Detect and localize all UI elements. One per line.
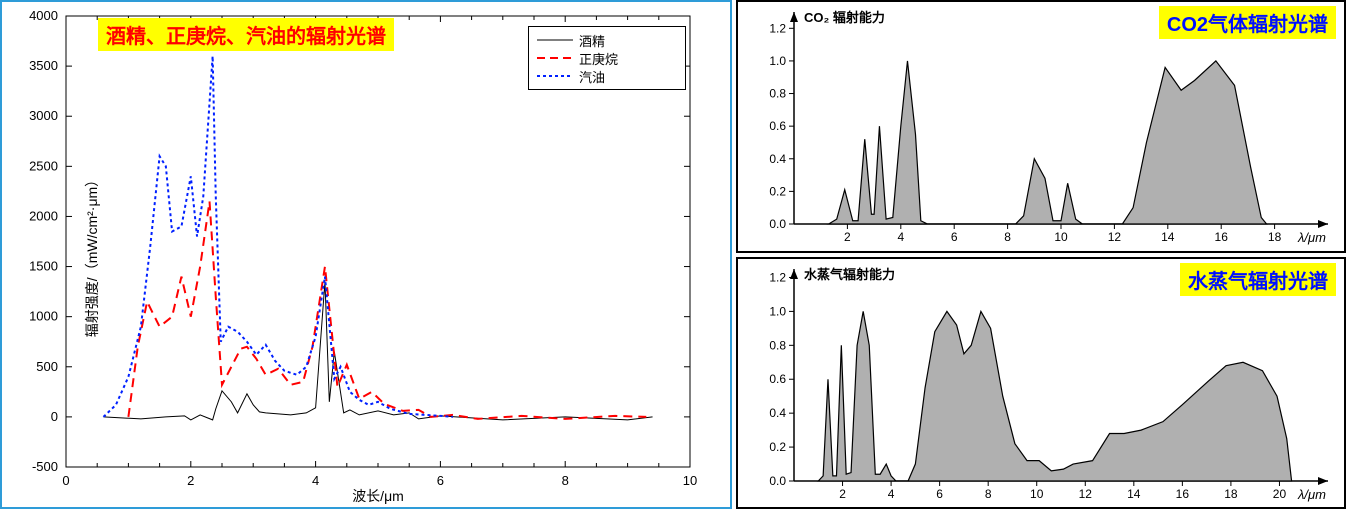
- svg-text:波长/μm: 波长/μm: [352, 488, 404, 504]
- fuel-chart-title: 酒精、正庚烷、汽油的辐射光谱: [98, 18, 394, 51]
- svg-text:4: 4: [312, 473, 319, 488]
- svg-text:14: 14: [1127, 487, 1141, 501]
- co2-chart-svg: CO₂ 辐射能力 2 4 6 8 10 12 14 16 18 0.0 0.2 0.4 0.6 0.8 1.0…: [738, 2, 1344, 250]
- svg-text:1500: 1500: [29, 259, 58, 274]
- svg-text:1.0: 1.0: [769, 54, 786, 68]
- svg-text:0.4: 0.4: [769, 406, 786, 420]
- svg-text:λ/μm: λ/μm: [1297, 230, 1326, 245]
- svg-text:18: 18: [1268, 230, 1282, 244]
- svg-text:4: 4: [888, 487, 895, 501]
- svg-text:6: 6: [951, 230, 958, 244]
- svg-text:2: 2: [187, 473, 194, 488]
- svg-text:0.2: 0.2: [769, 184, 786, 198]
- svg-text:2: 2: [844, 230, 851, 244]
- svg-text:4: 4: [897, 230, 904, 244]
- co2-spectrum-chart: CO2气体辐射光谱 CO₂ 辐射能力 2 4 6 8 10 12 14 16 18 0.0 0.2 0.…: [736, 0, 1346, 253]
- svg-text:0.6: 0.6: [769, 372, 786, 386]
- svg-text:10: 10: [683, 473, 697, 488]
- svg-text:6: 6: [437, 473, 444, 488]
- legend-item: 汽油: [537, 67, 677, 85]
- svg-text:3500: 3500: [29, 58, 58, 73]
- h2o-chart-svg: 水蒸气辐射能力 2 4 6 8 10 12 14 16 18 20 0.0 0.2 0.4 0.6 0.8 1.…: [738, 259, 1344, 507]
- svg-text:2: 2: [839, 487, 846, 501]
- svg-text:0.8: 0.8: [769, 338, 786, 352]
- svg-text:8: 8: [985, 487, 992, 501]
- svg-text:10: 10: [1054, 230, 1068, 244]
- svg-text:18: 18: [1224, 487, 1238, 501]
- h2o-chart-title: 水蒸气辐射光谱: [1180, 263, 1336, 296]
- svg-text:4000: 4000: [29, 8, 58, 23]
- svg-text:0.0: 0.0: [769, 217, 786, 231]
- svg-text:水蒸气辐射能力: 水蒸气辐射能力: [804, 267, 895, 282]
- svg-text:0.0: 0.0: [769, 474, 786, 488]
- svg-text:0.4: 0.4: [769, 152, 786, 166]
- svg-text:10: 10: [1030, 487, 1044, 501]
- y-axis-label: 辐射强度/（mW/cm²·μm）: [82, 172, 102, 336]
- svg-text:8: 8: [562, 473, 569, 488]
- h2o-spectrum-chart: 水蒸气辐射光谱 水蒸气辐射能力 2 4 6 8 10 12 14 16 18 20 0.0 0.2 0.4…: [736, 257, 1346, 510]
- svg-text:20: 20: [1273, 487, 1287, 501]
- svg-text:3000: 3000: [29, 108, 58, 123]
- svg-text:1000: 1000: [29, 309, 58, 324]
- fuel-spectrum-chart: 酒精、正庚烷、汽油的辐射光谱 酒精 正庚烷 汽油 辐射强度/（mW/cm²·μm…: [0, 0, 732, 509]
- legend-item: 酒精: [537, 31, 677, 49]
- svg-text:1.0: 1.0: [769, 304, 786, 318]
- co2-chart-title: CO2气体辐射光谱: [1159, 6, 1336, 39]
- svg-text:12: 12: [1108, 230, 1122, 244]
- svg-text:1.2: 1.2: [769, 21, 786, 35]
- svg-text:-500: -500: [32, 459, 58, 474]
- svg-text:2000: 2000: [29, 208, 58, 223]
- svg-text:8: 8: [1004, 230, 1011, 244]
- svg-text:14: 14: [1161, 230, 1175, 244]
- svg-text:0.6: 0.6: [769, 119, 786, 133]
- svg-text:0.2: 0.2: [769, 440, 786, 454]
- legend-item: 正庚烷: [537, 49, 677, 67]
- svg-text:0.8: 0.8: [769, 87, 786, 101]
- svg-text:16: 16: [1215, 230, 1229, 244]
- svg-text:0: 0: [51, 409, 58, 424]
- svg-text:6: 6: [936, 487, 943, 501]
- svg-text:500: 500: [36, 359, 58, 374]
- legend: 酒精 正庚烷 汽油: [528, 26, 686, 90]
- svg-text:CO₂ 辐射能力: CO₂ 辐射能力: [804, 10, 885, 25]
- svg-text:16: 16: [1176, 487, 1190, 501]
- svg-text:1.2: 1.2: [769, 270, 786, 284]
- svg-text:λ/μm: λ/μm: [1297, 487, 1326, 502]
- svg-text:12: 12: [1079, 487, 1093, 501]
- svg-text:0: 0: [62, 473, 69, 488]
- svg-text:2500: 2500: [29, 158, 58, 173]
